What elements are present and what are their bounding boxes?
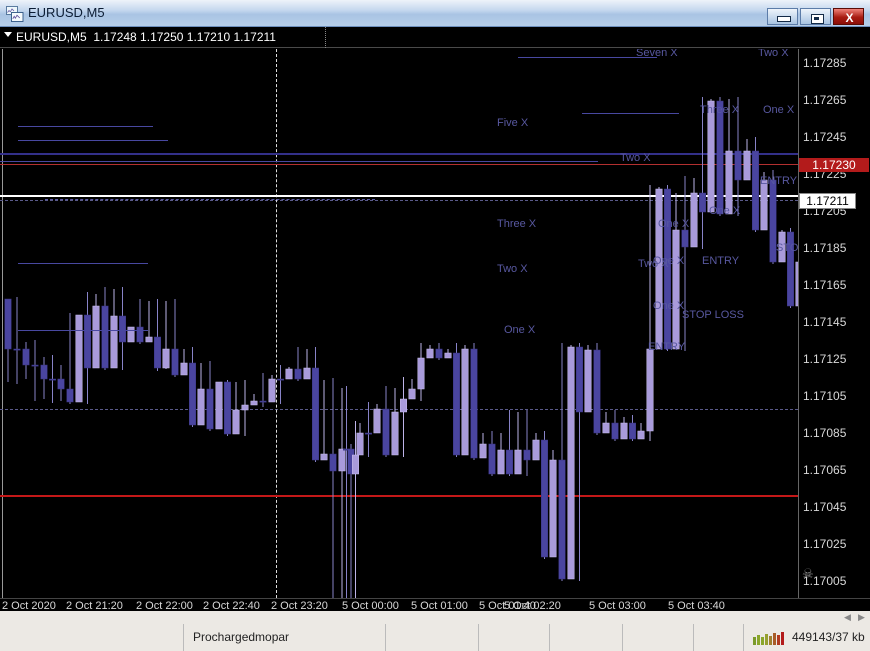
- svg-text:X: X: [845, 11, 853, 25]
